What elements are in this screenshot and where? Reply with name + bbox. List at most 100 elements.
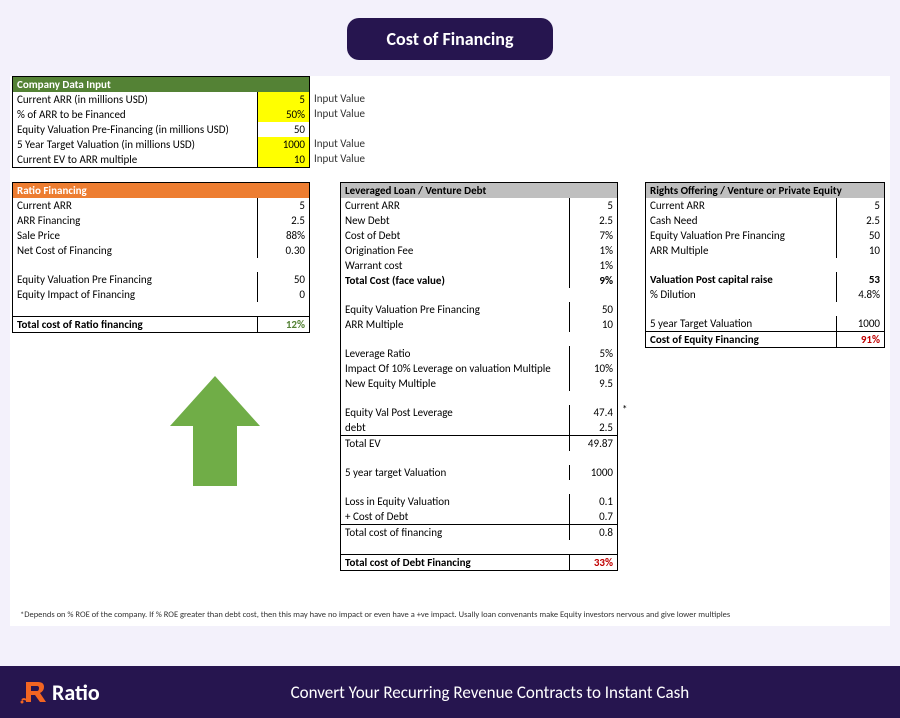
debt-cell-value: 2.5 — [569, 420, 617, 435]
company-input-cell-label: % of ARR to be Financed — [13, 107, 257, 122]
debt-cell-label: 5 year target Valuation — [341, 465, 569, 480]
debt-cell-value: 2.5 — [569, 213, 617, 228]
debt-cell-label: ARR Multiple — [341, 317, 569, 332]
input-note: Input Value — [314, 92, 365, 105]
footer-bar: Ratio Convert Your Recurring Revenue Con… — [0, 666, 900, 718]
debt-cell-value: 10 — [569, 317, 617, 332]
brand-logo: Ratio — [20, 678, 100, 706]
ratio-cell-value: 88% — [257, 228, 309, 243]
ratio-cell-value: 0.30 — [257, 243, 309, 258]
debt-cell-label: Impact Of 10% Leverage on valuation Mult… — [341, 361, 569, 376]
equity-cell-label: Equity Valuation Pre Financing — [646, 228, 836, 243]
ratio-cell-label: Equity Impact of Financing — [13, 287, 257, 302]
equity-total-value: 91% — [836, 332, 884, 347]
ratio-cell-value: 5 — [257, 198, 309, 213]
debt-cell-value: 9% — [569, 273, 617, 288]
company-input-cell-value: 50% — [257, 107, 309, 122]
debt-cell-value: 7% — [569, 228, 617, 243]
company-input-cell-value: 50 — [257, 122, 309, 137]
debt-cell-label: Warrant cost — [341, 258, 569, 273]
input-note: Input Value — [314, 152, 365, 165]
input-note: Input Value — [314, 107, 365, 120]
equity-cell-value: 50 — [836, 228, 884, 243]
debt-cell-value: 1% — [569, 243, 617, 258]
company-input-cell-value: 1000 — [257, 137, 309, 152]
debt-cell-label: Total EV — [341, 436, 569, 451]
debt-cell-value: 49.87 — [569, 436, 617, 451]
equity-header: Rights Offering / Venture or Private Equ… — [646, 183, 884, 198]
ratio-cell-value: 2.5 — [257, 213, 309, 228]
debt-cell-value: 5 — [569, 198, 617, 213]
equity-cell-label: Cash Need — [646, 213, 836, 228]
equity-total-label: Cost of Equity Financing — [646, 332, 836, 347]
brand-name: Ratio — [52, 679, 100, 706]
debt-cell-value: 1000 — [569, 465, 617, 480]
ratio-cell-value: 50 — [257, 272, 309, 287]
debt-table: Leveraged Loan / Venture Debt Current AR… — [340, 182, 618, 571]
company-input-cell-value: 5 — [257, 92, 309, 107]
page-title: Cost of Financing — [347, 18, 554, 60]
debt-cell-label: New Equity Multiple — [341, 376, 569, 391]
debt-cell-label: Loss in Equity Valuation — [341, 494, 569, 509]
equity-cell-value: 53 — [836, 272, 884, 287]
up-arrow-icon — [170, 376, 260, 489]
debt-cell-label: Leverage Ratio — [341, 346, 569, 361]
company-input-cell-label: Current ARR (in millions USD) — [13, 92, 257, 107]
company-input-table: Company Data Input Current ARR (in milli… — [12, 76, 310, 168]
debt-cell-value: 10% — [569, 361, 617, 376]
debt-cell-value: 9.5 — [569, 376, 617, 391]
debt-cell-label: Origination Fee — [341, 243, 569, 258]
equity-cell-label: Current ARR — [646, 198, 836, 213]
debt-cell-value: 0.1 — [569, 494, 617, 509]
equity-cell-value: 1000 — [836, 316, 884, 331]
debt-cell-value: 50 — [569, 302, 617, 317]
input-note: Input Value — [314, 137, 365, 150]
ratio-logo-icon — [20, 678, 48, 706]
company-input-cell-label: Equity Valuation Pre-Financing (in milli… — [13, 122, 257, 137]
equity-cell-label: Valuation Post capital raise — [646, 272, 836, 287]
equity-cell-value: 4.8% — [836, 287, 884, 302]
spreadsheet-area: Company Data Input Current ARR (in milli… — [10, 76, 890, 626]
ratio-cell-label: Sale Price — [13, 228, 257, 243]
debt-cell-label: Total cost of financing — [341, 525, 569, 540]
debt-cell-value: 47.4 — [569, 405, 617, 420]
footer-tagline: Convert Your Recurring Revenue Contracts… — [100, 682, 880, 703]
ratio-total-label: Total cost of Ratio financing — [13, 317, 257, 332]
debt-cell-label: debt — [341, 420, 569, 435]
ratio-cell-value: 0 — [257, 287, 309, 302]
equity-table: Rights Offering / Venture or Private Equ… — [645, 182, 885, 348]
equity-cell-value: 10 — [836, 243, 884, 258]
debt-cell-label: Total Cost (face value) — [341, 273, 569, 288]
debt-cell-label: New Debt — [341, 213, 569, 228]
ratio-financing-header: Ratio Financing — [13, 183, 309, 198]
asterisk-note: * — [622, 403, 627, 416]
ratio-cell-label: Current ARR — [13, 198, 257, 213]
debt-cell-label: Equity Valuation Pre Financing — [341, 302, 569, 317]
ratio-total-value: 12% — [257, 317, 309, 332]
company-input-cell-label: 5 Year Target Valuation (in millions USD… — [13, 137, 257, 152]
company-input-header: Company Data Input — [13, 77, 309, 92]
ratio-financing-table: Ratio Financing Current ARR5ARR Financin… — [12, 182, 310, 333]
debt-cell-value: 0.7 — [569, 509, 617, 524]
debt-header: Leveraged Loan / Venture Debt — [341, 183, 617, 198]
equity-cell-label: % Dilution — [646, 287, 836, 302]
debt-cell-label: + Cost of Debt — [341, 509, 569, 524]
debt-cell-value: 1% — [569, 258, 617, 273]
equity-cell-value: 5 — [836, 198, 884, 213]
footnote: *Depends on % ROE of the company. If % R… — [20, 610, 880, 620]
debt-cell-label: Equity Val Post Leverage — [341, 405, 569, 420]
equity-cell-value: 2.5 — [836, 213, 884, 228]
company-input-cell-value: 10 — [257, 152, 309, 167]
equity-cell-label: ARR Multiple — [646, 243, 836, 258]
equity-cell-label: 5 year Target Valuation — [646, 316, 836, 331]
debt-cell-label: Cost of Debt — [341, 228, 569, 243]
debt-total-label: Total cost of Debt Financing — [341, 555, 569, 570]
debt-cell-label: Current ARR — [341, 198, 569, 213]
company-input-cell-label: Current EV to ARR multiple — [13, 152, 257, 167]
ratio-cell-label: ARR Financing — [13, 213, 257, 228]
debt-cell-value: 5% — [569, 346, 617, 361]
ratio-cell-label: Equity Valuation Pre Financing — [13, 272, 257, 287]
ratio-cell-label: Net Cost of Financing — [13, 243, 257, 258]
debt-total-value: 33% — [569, 555, 617, 570]
debt-cell-value: 0.8 — [569, 525, 617, 540]
